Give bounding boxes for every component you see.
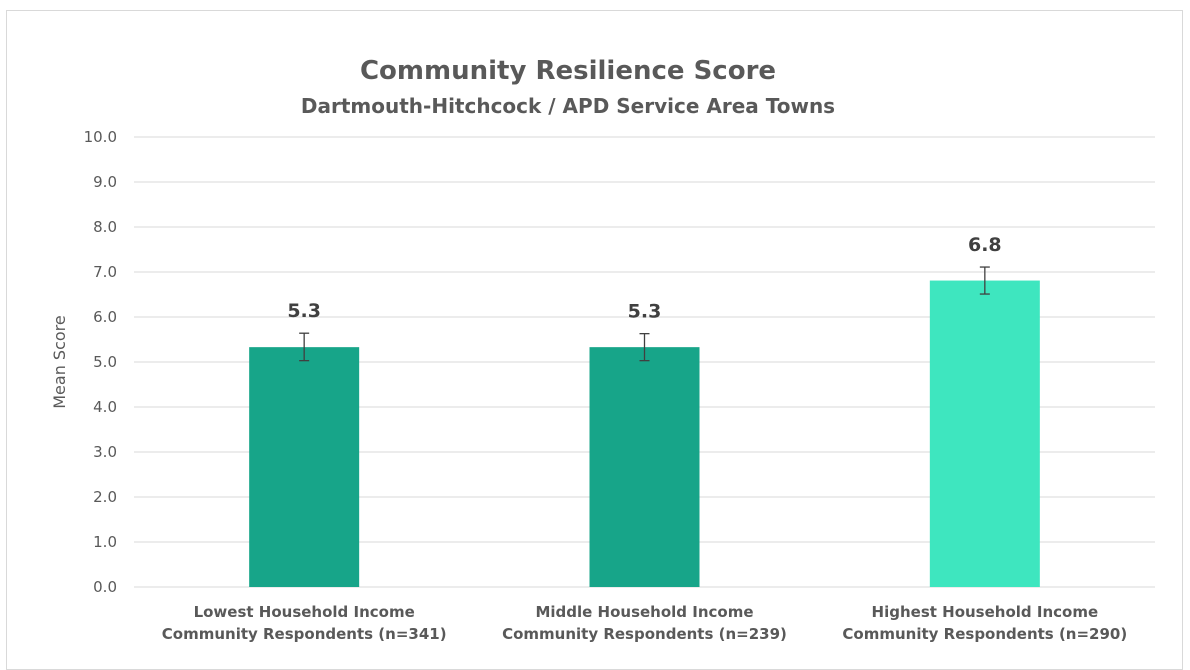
- y-tick-label: 8.0: [93, 218, 117, 236]
- category-label: Highest Household Income: [872, 603, 1099, 621]
- y-tick-labels: 0.0 1.0 2.0 3.0 4.0 5.0 6.0 7.0 8.0 9.0 10.0: [84, 128, 117, 596]
- bar: [249, 347, 360, 587]
- y-tick-label: 4.0: [93, 398, 117, 416]
- category-label: Community Respondents (n=290): [842, 625, 1127, 643]
- bar: [589, 347, 700, 587]
- y-tick-label: 2.0: [93, 488, 117, 506]
- bars: [249, 280, 1040, 587]
- chart-svg: Community Resilience Score Dartmouth-Hit…: [50, 56, 1155, 643]
- category-label: Community Respondents (n=341): [162, 625, 447, 643]
- y-tick-label: 9.0: [93, 173, 117, 191]
- category-label: Community Respondents (n=239): [502, 625, 787, 643]
- data-label: 5.3: [287, 300, 321, 322]
- y-tick-label: 7.0: [93, 263, 117, 281]
- y-axis-label: Mean Score: [50, 315, 69, 409]
- data-label: 5.3: [628, 301, 662, 323]
- y-tick-label: 1.0: [93, 533, 117, 551]
- y-tick-label: 6.0: [93, 308, 117, 326]
- chart-subtitle: Dartmouth-Hitchcock / APD Service Area T…: [301, 94, 835, 118]
- y-tick-label: 5.0: [93, 353, 117, 371]
- y-tick-label: 10.0: [84, 128, 117, 146]
- bar: [929, 280, 1040, 587]
- data-labels: 5.3 5.3 6.8: [287, 234, 1001, 323]
- category-label: Lowest Household Income: [194, 603, 415, 621]
- category-labels: Lowest Household Income Community Respond…: [162, 603, 1127, 643]
- category-label: Middle Household Income: [535, 603, 753, 621]
- data-label: 6.8: [968, 234, 1002, 256]
- y-tick-label: 0.0: [93, 578, 117, 596]
- chart-frame: Community Resilience Score Dartmouth-Hit…: [6, 10, 1183, 670]
- y-tick-label: 3.0: [93, 443, 117, 461]
- error-bars: [299, 266, 990, 362]
- chart-title: Community Resilience Score: [360, 56, 776, 86]
